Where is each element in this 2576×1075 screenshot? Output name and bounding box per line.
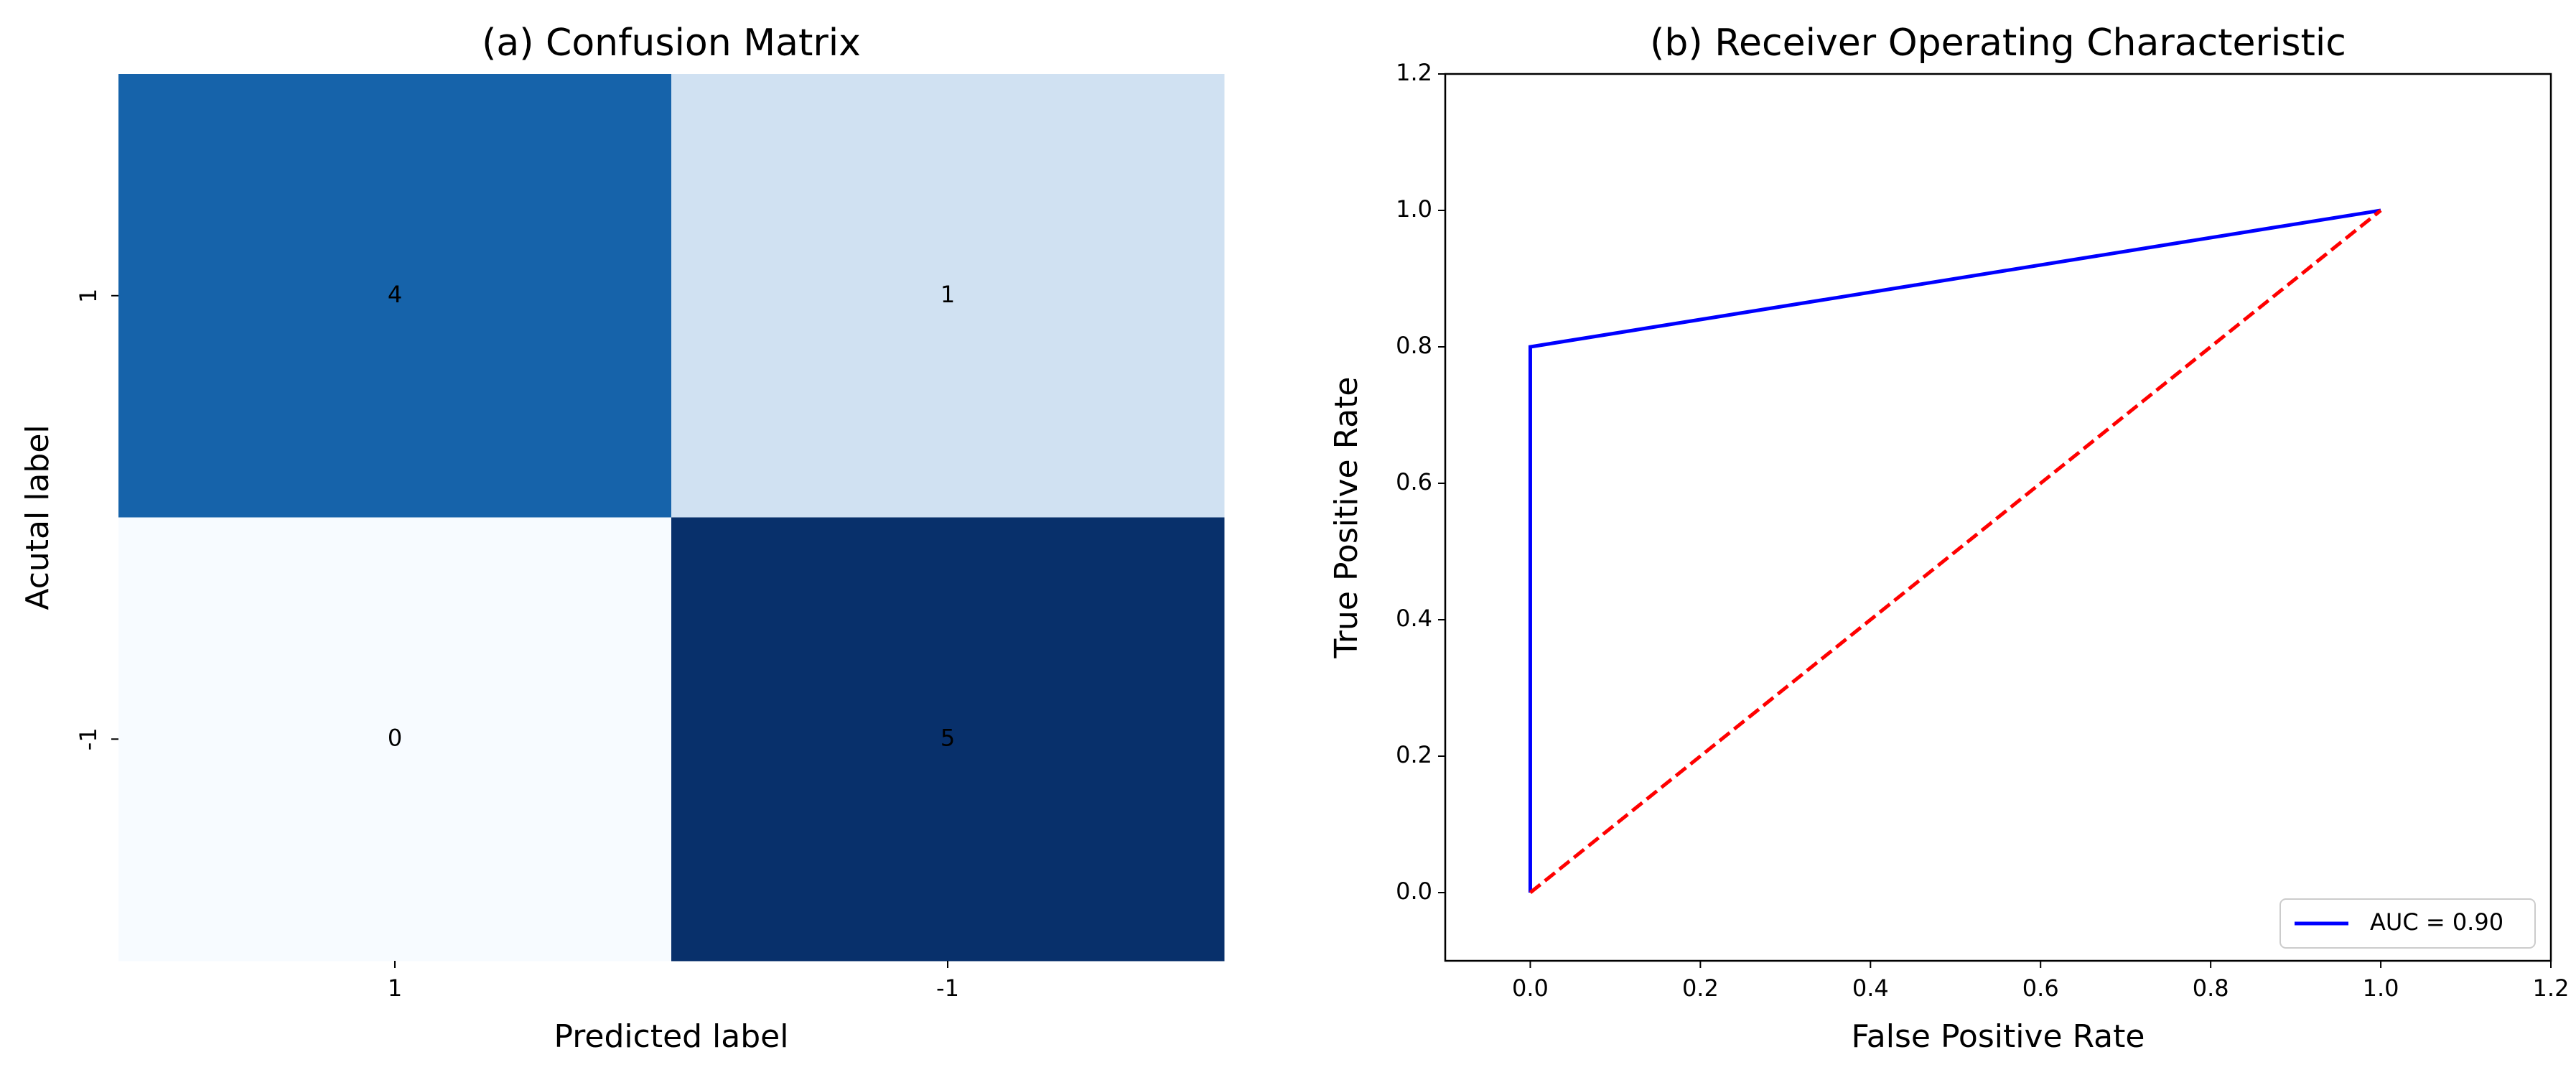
x-tick-label: 1.0	[2363, 974, 2399, 1002]
x-tick-label: 0.2	[1682, 974, 1719, 1002]
cell-label: 0	[388, 724, 402, 751]
x-axis-label: Predicted label	[554, 1018, 789, 1055]
heatmap-cell	[118, 74, 672, 518]
y-axis-label: Acutal label	[19, 424, 56, 610]
y-tick-label: 0.4	[1396, 605, 1432, 632]
x-tick-label: 0.0	[1512, 974, 1549, 1002]
x-tick-label: 0.8	[2193, 974, 2229, 1002]
y-tick-label: -1	[75, 727, 102, 750]
legend-box	[2279, 898, 2536, 949]
heatmap-cell	[671, 517, 1225, 962]
x-tick-label: -1	[936, 974, 959, 1002]
x-axis-label: False Positive Rate	[1852, 1018, 2145, 1055]
x-tick-label: 0.6	[2022, 974, 2059, 1002]
y-tick-label: 0.6	[1396, 468, 1432, 495]
y-tick-label: 1.0	[1396, 195, 1432, 223]
chart-title: (b) Receiver Operating Characteristic	[1650, 22, 2346, 65]
y-axis-label: True Positive Rate	[1328, 377, 1365, 659]
y-tick-label: 1.2	[1396, 59, 1432, 86]
legend-label: AUC = 0.90	[2370, 908, 2503, 936]
cell-label: 4	[388, 281, 402, 308]
series-line	[1529, 209, 2382, 894]
x-tick-label: 1.2	[2533, 974, 2570, 1002]
heatmap-cell	[118, 517, 672, 962]
y-tick-label: 0.8	[1396, 332, 1432, 359]
cell-label: 1	[941, 281, 955, 308]
heatmap-cell	[671, 74, 1225, 518]
chart-title: (a) Confusion Matrix	[482, 22, 861, 65]
y-tick-label: 0.0	[1396, 878, 1432, 905]
x-tick-label: 0.4	[1852, 974, 1889, 1002]
plot-frame	[1444, 73, 2552, 962]
series-line	[1528, 208, 2381, 893]
y-tick-label: 1	[75, 289, 102, 303]
y-tick-label: 0.2	[1396, 741, 1432, 768]
x-tick-label: 1	[388, 974, 402, 1002]
cell-label: 5	[941, 724, 955, 751]
